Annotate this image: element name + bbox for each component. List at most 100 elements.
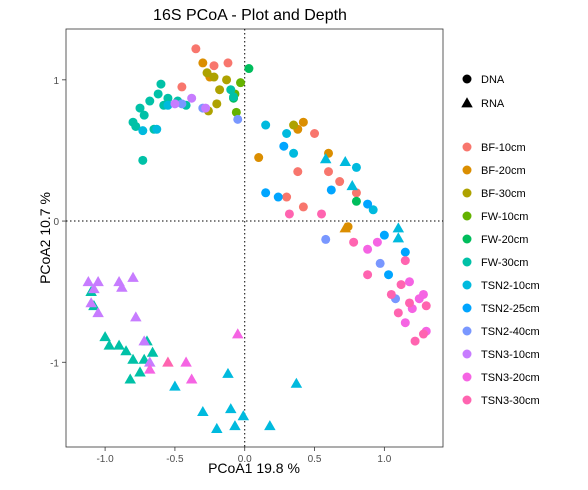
point-bf-10cm-circle [209,61,219,71]
point-tsn2-10cm-circle [289,148,299,158]
point-tsn2-25cm-circle [279,141,289,151]
point-tsn2-40cm-circle [177,99,187,109]
point-tsn2-10cm-circle [282,129,292,138]
legend-label-bf-30cm: BF-30cm [481,188,526,200]
point-tsn3-20cm-circle [418,289,428,299]
point-fw-30cm-triangle [124,373,136,384]
x-tick-label: 0.0 [238,454,252,465]
legend-swatch-tsn2-25cm [462,303,472,313]
shape-legend: DNA RNA [461,74,505,110]
legend-dna-label: DNA [481,74,505,86]
legend-swatch-fw-10cm [462,211,472,221]
legend-swatch-tsn2-40cm [462,326,472,336]
point-tsn2-10cm-circle [163,100,173,110]
point-fw-30cm-circle [145,96,155,106]
point-bf-30cm-circle [215,85,225,95]
point-tsn2-25cm-circle [384,270,394,280]
point-fw-30cm-circle [138,155,148,165]
legend-label-fw-30cm: FW-30cm [481,257,528,269]
point-fw-20cm-circle [351,196,361,206]
point-fw-30cm-circle [226,85,236,95]
legend-label-tsn2-10cm: TSN2-10cm [481,280,540,292]
point-bf-10cm-circle [335,177,345,187]
point-bf-30cm-circle [202,68,212,78]
point-tsn2-25cm-circle [379,230,389,240]
point-bf-10cm-circle [293,167,303,177]
point-tsn2-10cm-triangle [237,410,250,421]
point-fw-30cm-triangle [113,339,125,350]
y-tick-label: 1 [53,76,59,87]
point-tsn3-10cm-triangle [116,281,128,292]
point-tsn2-10cm-triangle [339,155,352,167]
point-bf-20cm-circle [343,222,353,232]
point-tsn3-30cm-circle [396,280,406,290]
data-points [82,44,431,433]
legend-swatch-tsn2-10cm [462,280,472,290]
point-tsn3-10cm-triangle [130,311,142,322]
point-bf-10cm-circle [351,188,361,198]
point-fw-30cm-triangle [146,346,159,357]
point-tsn3-10cm-triangle [138,335,150,346]
point-fw-30cm-circle [156,79,166,89]
x-axis: -1.0 -0.5 0.0 0.5 1.0 [96,447,392,465]
point-tsn2-10cm-triangle [229,420,241,431]
legend-swatch-bf-30cm [462,188,472,198]
point-fw-30cm-triangle [120,345,132,356]
point-bf-10cm-circle [324,167,334,177]
point-fw-20cm-circle [244,64,254,74]
point-tsn3-10cm-triangle [88,283,100,294]
point-tsn3-30cm-circle [421,301,431,311]
chart-title: 16S PCoA - Plot and Depth [153,7,347,24]
legend-label-tsn2-40cm: TSN2-40cm [481,326,540,338]
point-tsn2-10cm-circle [261,120,271,130]
point-fw-30cm-triangle [103,339,116,350]
point-tsn2-25cm-circle [363,199,373,209]
legend-swatch-tsn3-10cm [462,349,472,359]
point-tsn2-10cm-triangle [319,153,332,164]
point-tsn2-10cm-circle [152,124,162,134]
point-tsn2-10cm-triangle [392,232,405,243]
point-tsn2-10cm-triangle [264,420,276,431]
point-fw-30cm-triangle [134,366,146,377]
point-tsn3-30cm-circle [393,308,403,318]
point-tsn2-40cm-circle [321,234,331,244]
legend-swatch-fw-20cm [462,234,472,244]
y-axis-label: PCoA2 10.7 % [37,192,53,284]
point-tsn3-10cm-triangle [82,276,95,287]
legend-label-tsn3-30cm: TSN3-30cm [481,395,540,407]
point-tsn2-25cm-circle [261,188,271,198]
point-tsn3-20cm-triangle [180,356,192,367]
point-tsn3-20cm-triangle [185,373,198,384]
point-tsn3-30cm-triangle [162,356,174,367]
point-fw-30cm-triangle [127,353,139,364]
legend-swatch-tsn3-20cm [462,372,472,382]
point-tsn3-30cm-circle [317,209,327,219]
x-axis-label: PCoA1 19.8 % [208,460,300,476]
point-fw-30cm-circle [139,110,149,120]
legend-dna-circle [462,74,472,84]
point-tsn3-10cm-triangle [92,276,104,287]
point-tsn3-10cm-triangle [127,271,139,282]
legend-label-fw-20cm: FW-20cm [481,234,528,246]
point-tsn2-25cm-circle [273,192,283,202]
point-tsn3-20cm-circle [404,277,414,287]
legend-label-tsn2-25cm: TSN2-25cm [481,303,540,315]
point-tsn3-30cm-circle [400,256,410,266]
point-tsn3-30cm-circle [284,209,294,219]
point-tsn3-30cm-circle [404,298,414,308]
x-tick-label: 0.5 [308,454,322,465]
point-fw-30cm-triangle [138,353,150,364]
point-tsn2-10cm-triangle [222,367,234,378]
legend-label-fw-10cm: FW-10cm [481,211,528,223]
point-bf-30cm-circle [222,75,232,85]
point-tsn3-10cm-triangle [85,297,97,308]
point-tsn2-10cm-triangle [392,222,405,233]
point-tsn2-25cm-circle [326,185,336,195]
point-bf-10cm-circle [177,82,187,92]
point-fw-30cm-circle [163,93,173,103]
reference-lines [66,29,443,447]
legend-swatch-tsn3-30cm [462,395,472,405]
point-tsn3-20cm-circle [400,318,410,328]
point-tsn3-20cm-triangle [144,363,156,374]
point-tsn3-30cm-circle [363,270,373,280]
